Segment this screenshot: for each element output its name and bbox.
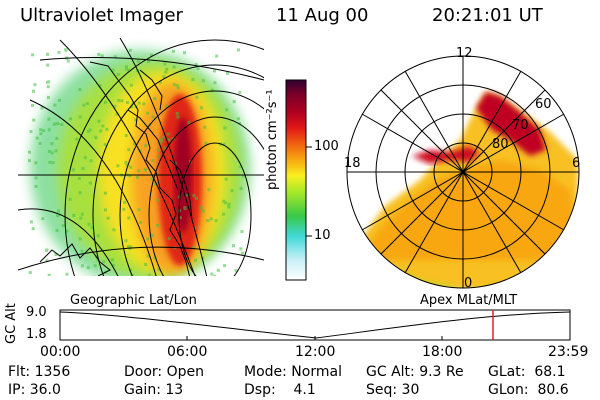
timeline-y-min: 1.8 (26, 327, 47, 342)
time-label: 20:21:01 UT (432, 5, 543, 26)
info-flt: Flt: 1356 (8, 364, 71, 380)
info-door: Door: Open (124, 364, 204, 380)
left-panel-caption: Geographic Lat/Lon (70, 293, 197, 308)
altitude-curve (59, 311, 571, 339)
colorbar (286, 80, 306, 280)
info-gc-alt: GC Alt: 9.3 Re (366, 364, 464, 380)
polar-image (350, 92, 578, 288)
mlt-0-label: 0 (464, 276, 473, 291)
mlt-18-label: 18 (344, 156, 361, 171)
timeline-y-max: 9.0 (26, 305, 47, 320)
timeline-box (59, 309, 571, 341)
colorbar-tick-10: 10 (314, 228, 331, 243)
right-panel-caption: Apex MLat/MLT (420, 293, 518, 308)
lat-60-label: 60 (535, 97, 552, 112)
timeline-tick-3: 18:00 (422, 344, 463, 360)
colorbar-tick-100: 100 (314, 139, 339, 154)
mlt-12-label: 12 (456, 46, 473, 61)
geographic-image (18, 38, 264, 276)
info-mode: Mode: Normal (244, 364, 342, 380)
info-glon: GLon: 80.6 (488, 382, 569, 398)
info-seq: Seq: 30 (366, 382, 420, 398)
instrument-title: Ultraviolet Imager (20, 5, 183, 26)
info-gain: Gain: 13 (124, 382, 184, 398)
timeline-tick-1: 06:00 (167, 344, 208, 360)
lat-70-label: 70 (512, 118, 529, 133)
date-label: 11 Aug 00 (276, 5, 369, 26)
lat-80-label: 80 (492, 137, 509, 152)
mlt-6-label: 6 (572, 156, 581, 171)
polar-grid (346, 55, 580, 289)
info-dsp: Dsp: 4.1 (244, 382, 316, 398)
info-ip: IP: 36.0 (8, 382, 61, 398)
info-glat: GLat: 68.1 (488, 364, 566, 380)
timeline-tick-2: 12:00 (295, 344, 336, 360)
timeline-axis-label: GC Alt (4, 303, 19, 344)
timeline-tick-0: 00:00 (40, 344, 81, 360)
timeline-tick-4: 23:59 (548, 344, 589, 360)
